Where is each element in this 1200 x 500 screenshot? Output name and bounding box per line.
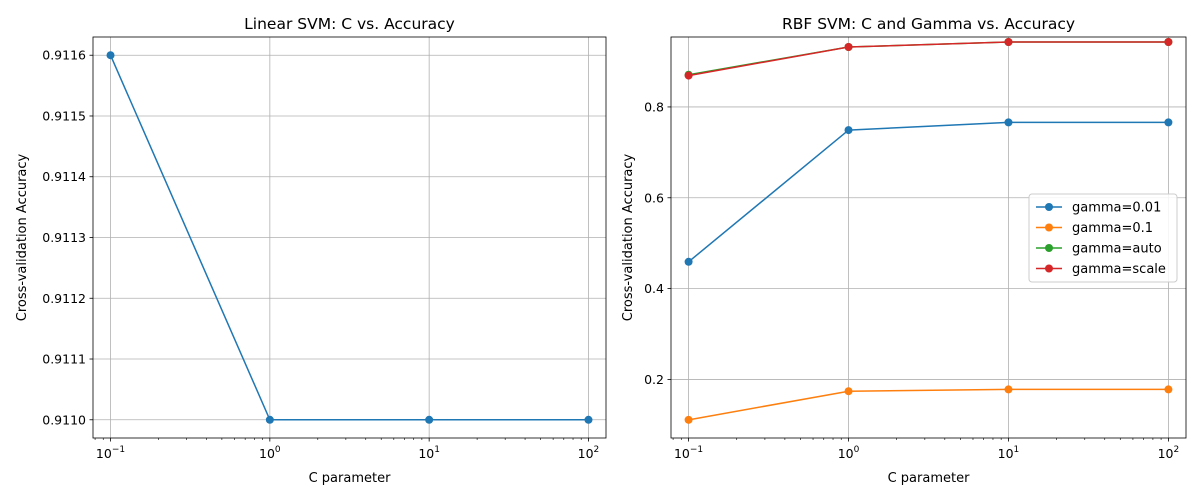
series-line — [688, 388, 1169, 421]
legend: gamma=0.01 gamma=0.1 gamma=auto gamma=scale — [1028, 193, 1178, 283]
legend-label: gamma=0.1 — [1072, 221, 1153, 236]
legend-marker — [1045, 244, 1053, 252]
series-line — [688, 41, 1169, 76]
data-point — [1004, 118, 1013, 127]
linear-svm-chart: 0.9110 0.9111 0.9112 0.9113 0.9114 0.9115 0.91… — [15, 15, 607, 486]
y-tick-label: 0.9116 — [42, 48, 86, 63]
legend-marker — [1045, 203, 1053, 211]
x-tick-label: 102 — [1158, 445, 1180, 461]
y-tick-label: 0.9111 — [42, 352, 86, 367]
data-point — [584, 415, 593, 424]
data-point — [684, 71, 693, 80]
legend-label: gamma=scale — [1072, 262, 1166, 277]
legend-label: gamma=0.01 — [1072, 201, 1161, 216]
data-point — [1164, 385, 1173, 394]
data-point — [106, 51, 115, 60]
x-axis-label: C parameter — [888, 471, 970, 486]
series-line — [109, 54, 589, 421]
data-point — [1004, 37, 1013, 46]
data-point — [844, 387, 853, 396]
series-line — [688, 121, 1169, 263]
x-tick-label: 10−1 — [674, 445, 703, 461]
y-tick-label: 0.9115 — [42, 108, 86, 123]
legend-marker — [1045, 223, 1053, 232]
data-point — [684, 415, 693, 424]
rbf-svm-chart: 0.2 0.4 0.6 0.8 10−1 100 101 102 RBF SVM: C and … — [621, 15, 1187, 486]
y-tick-label: 0.9113 — [42, 230, 86, 245]
data-point — [844, 42, 853, 51]
data-point — [684, 257, 693, 266]
y-axis-label: Cross-validation Accuracy — [621, 153, 636, 321]
y-tick-label: 0.4 — [644, 281, 664, 296]
chart-title: Linear SVM: C vs. Accuracy — [244, 15, 455, 33]
legend-box — [1028, 193, 1178, 283]
y-axis-label: Cross-validation Accuracy — [15, 153, 30, 321]
data-point — [265, 415, 274, 424]
x-axis-label: C parameter — [309, 471, 391, 486]
x-tick-label: 102 — [578, 445, 600, 461]
data-point — [1004, 385, 1013, 394]
series-line — [688, 41, 1169, 77]
data-point — [425, 415, 434, 424]
y-tick-label: 0.2 — [644, 372, 664, 387]
x-tick-label: 100 — [259, 445, 281, 461]
legend-label: gamma=auto — [1072, 242, 1162, 257]
x-tick-label: 101 — [998, 445, 1020, 461]
y-tick-label: 0.6 — [644, 190, 664, 205]
axes-frame — [92, 36, 607, 439]
x-tick-label: 10−1 — [96, 445, 125, 461]
legend-marker — [1045, 264, 1053, 273]
y-tick-label: 0.9112 — [42, 291, 86, 306]
y-tick-label: 0.9114 — [42, 169, 86, 184]
x-tick-label: 100 — [838, 445, 860, 461]
chart-title: RBF SVM: C and Gamma vs. Accuracy — [782, 15, 1075, 33]
data-point — [844, 126, 853, 135]
data-point — [1164, 118, 1173, 127]
x-tick-label: 101 — [418, 445, 440, 461]
data-point — [1164, 37, 1173, 46]
y-tick-label: 0.8 — [644, 99, 664, 114]
y-tick-label: 0.9110 — [42, 412, 86, 427]
axes-frame — [670, 36, 1187, 439]
